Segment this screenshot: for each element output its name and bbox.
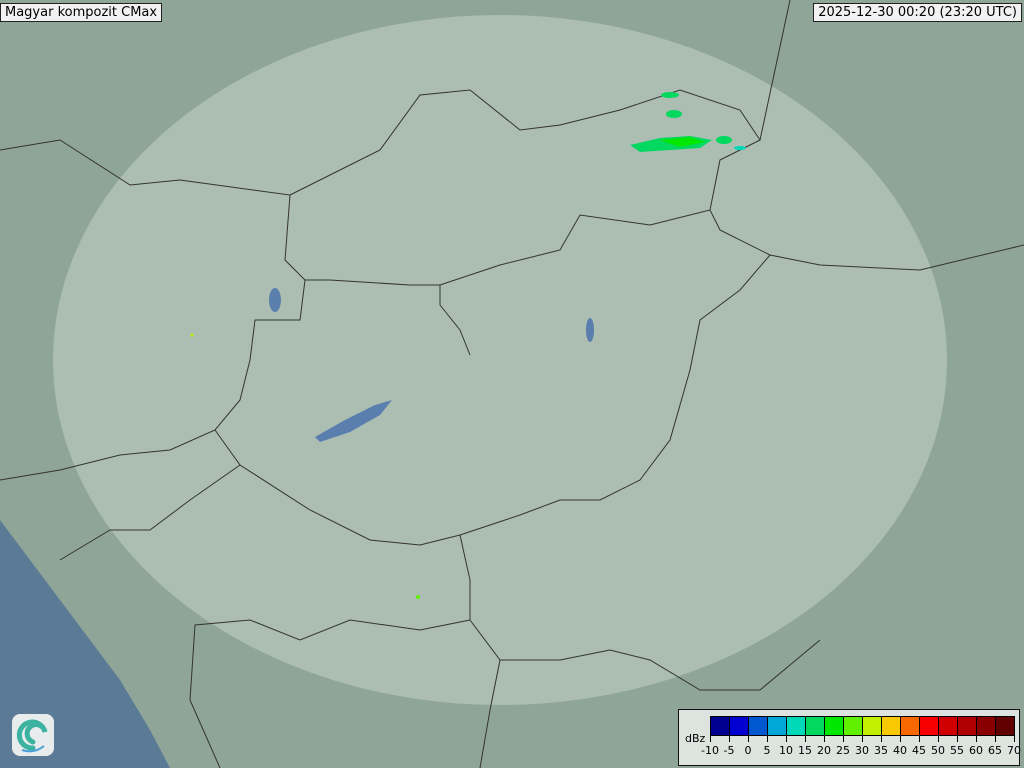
lakes (269, 288, 594, 442)
legend-tick-label: -10 (701, 744, 719, 757)
legend-color-cell (825, 717, 844, 735)
swirl-logo-icon (12, 714, 54, 756)
echo (416, 595, 420, 599)
legend-tick-label: 5 (763, 744, 771, 757)
timestamp: 2025-12-30 00:20 (23:20 UTC) (813, 3, 1022, 22)
legend-color-cell (977, 717, 996, 735)
legend-tick-label: 0 (744, 744, 752, 757)
legend-tick-mark (957, 736, 958, 742)
legend-color-cell (901, 717, 920, 735)
legend-color-cell (958, 717, 977, 735)
legend-color-cell (939, 717, 958, 735)
map-title: Magyar kompozit CMax (0, 3, 163, 22)
legend-tick-label: 60 (969, 744, 983, 757)
legend-color-cell (787, 717, 806, 735)
legend-tick-mark (995, 736, 996, 742)
legend-tick-mark (843, 736, 844, 742)
legend-tick-label: 10 (779, 744, 793, 757)
legend-color-cell (863, 717, 882, 735)
legend-color-cell (806, 717, 825, 735)
legend-color-cell (730, 717, 749, 735)
legend-tick-label: 35 (874, 744, 888, 757)
echo (716, 136, 732, 144)
legend-tick-mark (862, 736, 863, 742)
legend-tick-mark (919, 736, 920, 742)
legend-tick-mark (729, 736, 730, 742)
legend-color-cell (749, 717, 768, 735)
legend-tick-mark (748, 736, 749, 742)
radar-echoes (190, 92, 746, 599)
lake-neusiedl (269, 288, 281, 312)
echo (190, 333, 194, 337)
legend-tick-label: 65 (988, 744, 1002, 757)
legend-tick-mark (881, 736, 882, 742)
legend-tick-label: 50 (931, 744, 945, 757)
legend-tick-mark (786, 736, 787, 742)
legend-tick-label: -5 (723, 744, 735, 757)
legend-tick-mark (976, 736, 977, 742)
legend-tick-mark (824, 736, 825, 742)
legend-tick-label: 20 (817, 744, 831, 757)
dbz-legend: dBz -10 -5 0 5 10 15 20 25 30 35 40 45 50 55 60 65 70 (678, 709, 1021, 766)
legend-tick-label: 55 (950, 744, 964, 757)
lake-balaton (315, 400, 392, 442)
legend-color-cell (882, 717, 901, 735)
echo (734, 146, 746, 150)
legend-color-cell (768, 717, 787, 735)
legend-color-cell (996, 717, 1014, 735)
legend-tick-mark (710, 736, 711, 742)
legend-tick-mark (900, 736, 901, 742)
legend-color-cell (920, 717, 939, 735)
legend-tick-label: 40 (893, 744, 907, 757)
legend-color-cell (844, 717, 863, 735)
legend-tick-label: 25 (836, 744, 850, 757)
legend-tick-label: 70 (1007, 744, 1021, 757)
radar-coverage-area (53, 15, 947, 705)
legend-tick-label: 45 (912, 744, 926, 757)
lake-tisza (586, 318, 594, 342)
legend-tick-mark (805, 736, 806, 742)
echo (661, 92, 679, 98)
legend-color-cell (711, 717, 730, 735)
legend-tick-label: 15 (798, 744, 812, 757)
echo (666, 110, 682, 118)
legend-tick-mark (767, 736, 768, 742)
legend-color-scale (710, 716, 1015, 736)
adriatic-sea (0, 520, 170, 768)
legend-tick-label: 30 (855, 744, 869, 757)
legend-tick-mark (938, 736, 939, 742)
echo-core (660, 137, 705, 147)
legend-tick-mark (1014, 736, 1015, 742)
legend-unit: dBz (685, 732, 706, 745)
